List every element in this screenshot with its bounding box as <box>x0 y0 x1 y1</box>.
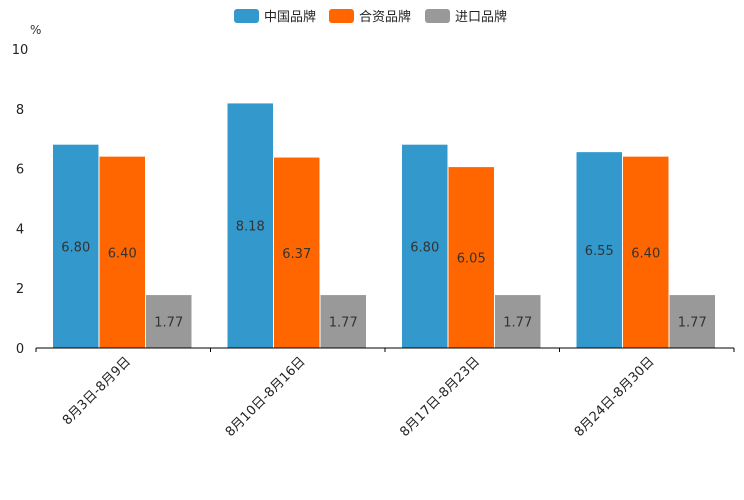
legend-swatch <box>329 9 354 23</box>
bar-value-label: 6.80 <box>410 240 439 255</box>
bar <box>669 295 715 348</box>
bar-value-label: 6.05 <box>457 252 486 267</box>
x-tick-label: 8月3日-8月9日 <box>60 354 134 428</box>
bar-value-label: 1.77 <box>154 316 183 331</box>
y-tick-label: 0 <box>16 342 24 357</box>
x-tick-label: 8月17日-8月23日 <box>397 354 483 440</box>
y-tick-label: 8 <box>16 103 24 118</box>
legend-swatch <box>425 9 450 23</box>
legend-label: 中国品牌 <box>264 9 316 25</box>
legend-label: 合资品牌 <box>359 9 411 25</box>
bar <box>99 156 145 348</box>
y-tick-label: 2 <box>16 282 24 297</box>
bar <box>576 152 622 348</box>
bar-value-label: 6.40 <box>108 246 137 261</box>
y-axis-ticks: 0 2 4 6 8 10 <box>12 43 29 357</box>
y-tick-label: 4 <box>16 222 24 237</box>
legend-item[interactable]: 进口品牌 <box>425 9 507 25</box>
bar-value-label: 1.77 <box>503 316 532 331</box>
bar <box>274 157 320 348</box>
legend-label: 进口品牌 <box>455 9 507 25</box>
bar <box>320 295 366 348</box>
bar-data-labels: 6.80 6.40 1.77 8.18 6.37 1.77 6.80 6.05 1.77 6.55… <box>61 220 706 331</box>
bar-value-label: 8.18 <box>236 220 265 235</box>
bar-value-label: 1.77 <box>678 316 707 331</box>
bar-value-label: 6.37 <box>282 247 311 262</box>
bar <box>495 295 541 348</box>
bar <box>227 103 273 348</box>
bar-value-label: 6.80 <box>61 240 90 255</box>
y-tick-label: 6 <box>16 163 24 178</box>
bar <box>623 156 669 348</box>
y-tick-label: 10 <box>12 43 29 58</box>
bar <box>448 167 494 348</box>
bar <box>53 144 99 348</box>
legend: 中国品牌 合资品牌 进口品牌 <box>234 9 507 25</box>
bar-value-label: 1.77 <box>329 316 358 331</box>
x-axis-ticks: 8月3日-8月9日 8月10日-8月16日 8月17日-8月23日 8月24日-8月3… <box>35 348 735 440</box>
legend-item[interactable]: 合资品牌 <box>329 9 411 25</box>
bar <box>402 144 448 348</box>
legend-item[interactable]: 中国品牌 <box>234 9 316 25</box>
legend-swatch <box>234 9 259 23</box>
x-tick-label: 8月10日-8月16日 <box>223 354 309 440</box>
bar-value-label: 6.55 <box>585 244 614 259</box>
bar <box>146 295 192 348</box>
bars <box>53 103 715 348</box>
y-axis-unit-label: % <box>30 23 41 37</box>
bar-value-label: 6.40 <box>631 246 660 261</box>
x-tick-label: 8月24日-8月30日 <box>572 354 658 440</box>
